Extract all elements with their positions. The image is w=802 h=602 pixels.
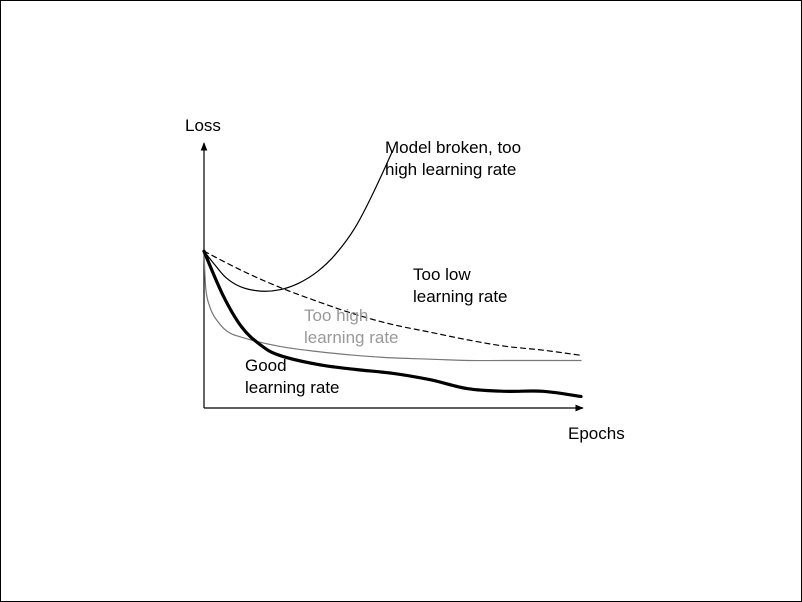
series-label-line: Too high bbox=[304, 306, 368, 325]
series-label-line: learning rate bbox=[245, 378, 340, 397]
series-layer bbox=[202, 150, 583, 398]
x-axis-label: Epochs bbox=[568, 424, 625, 443]
series-line-too-low bbox=[203, 250, 582, 356]
series-label-line: learning rate bbox=[304, 328, 399, 347]
series-label-broken: Model broken, too high learning rate bbox=[385, 138, 526, 179]
series-label-too-low: Too low learning rate bbox=[413, 265, 508, 306]
series-label-too-high: Too high learning rate bbox=[304, 306, 399, 347]
series-label-good: Good learning rate bbox=[245, 356, 340, 397]
series-line-good bbox=[202, 249, 583, 398]
series-label-line: Too low bbox=[413, 265, 471, 284]
series-label-line: Model broken, too bbox=[385, 138, 521, 157]
series-line-too-high bbox=[203, 250, 582, 362]
series-line-broken bbox=[203, 150, 394, 292]
series-label-line: high learning rate bbox=[385, 160, 516, 179]
y-axis-label: Loss bbox=[185, 116, 221, 135]
series-label-line: learning rate bbox=[413, 287, 508, 306]
series-label-line: Good bbox=[245, 356, 287, 375]
series-label-layer: Model broken, too high learning rate Too… bbox=[245, 138, 526, 397]
